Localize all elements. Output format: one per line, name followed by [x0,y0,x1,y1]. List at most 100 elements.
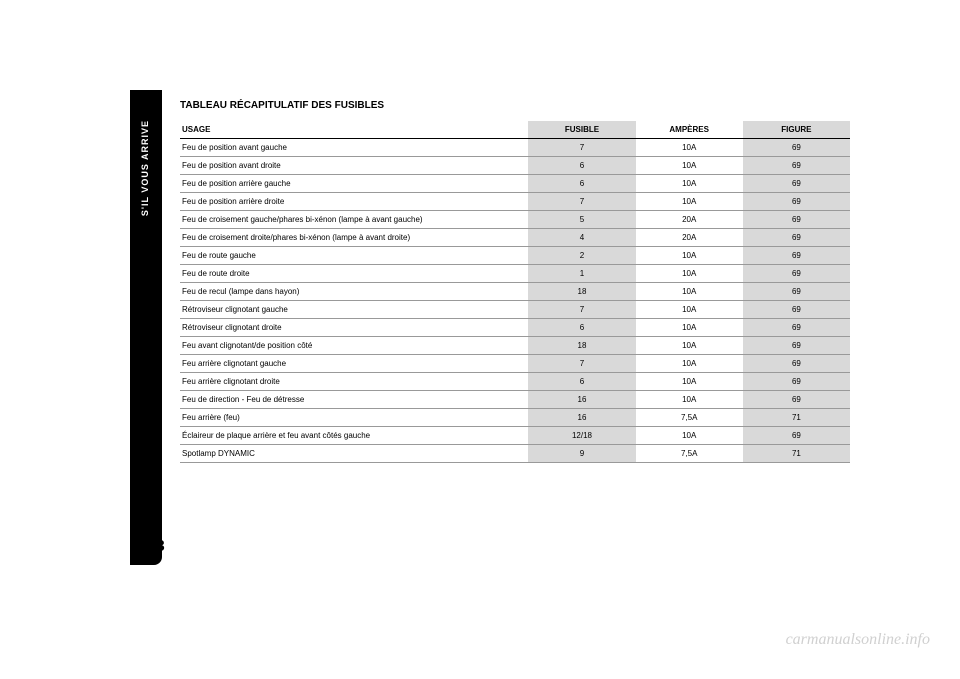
cell-usage: Rétroviseur clignotant droite [180,319,528,337]
cell-usage: Spotlamp DYNAMIC [180,445,528,463]
table-row: Feu de route gauche210A69 [180,247,850,265]
cell-figure: 69 [743,175,850,193]
cell-figure: 69 [743,265,850,283]
cell-amperes: 7,5A [636,409,743,427]
table-row: Feu arrière clignotant droite610A69 [180,373,850,391]
cell-amperes: 10A [636,193,743,211]
cell-fusible: 6 [528,175,635,193]
cell-figure: 71 [743,445,850,463]
cell-fusible: 7 [528,301,635,319]
table-row: Feu arrière (feu)167,5A71 [180,409,850,427]
cell-amperes: 10A [636,355,743,373]
cell-fusible: 1 [528,265,635,283]
table-header-row: USAGE FUSIBLE AMPÈRES FIGURE [180,121,850,139]
table-row: Feu de recul (lampe dans hayon)1810A69 [180,283,850,301]
table-row: Éclaireur de plaque arrière et feu avant… [180,427,850,445]
cell-figure: 69 [743,391,850,409]
cell-amperes: 20A [636,229,743,247]
cell-fusible: 6 [528,319,635,337]
cell-figure: 69 [743,283,850,301]
cell-usage: Feu de position avant gauche [180,139,528,157]
cell-figure: 69 [743,211,850,229]
table-row: Spotlamp DYNAMIC97,5A71 [180,445,850,463]
cell-fusible: 7 [528,139,635,157]
cell-usage: Feu de croisement droite/phares bi-xénon… [180,229,528,247]
cell-figure: 69 [743,319,850,337]
cell-fusible: 7 [528,193,635,211]
table-row: Feu de croisement gauche/phares bi-xénon… [180,211,850,229]
cell-usage: Rétroviseur clignotant gauche [180,301,528,319]
cell-amperes: 10A [636,283,743,301]
table-title: TABLEAU RÉCAPITULATIF DES FUSIBLES [180,100,850,111]
cell-fusible: 18 [528,337,635,355]
cell-usage: Feu de route gauche [180,247,528,265]
cell-amperes: 10A [636,139,743,157]
table-row: Feu arrière clignotant gauche710A69 [180,355,850,373]
cell-amperes: 10A [636,337,743,355]
header-amperes: AMPÈRES [636,121,743,139]
cell-usage: Feu avant clignotant/de position côté [180,337,528,355]
table-body: Feu de position avant gauche710A69Feu de… [180,139,850,463]
cell-usage: Éclaireur de plaque arrière et feu avant… [180,427,528,445]
cell-figure: 69 [743,301,850,319]
cell-usage: Feu de direction - Feu de détresse [180,391,528,409]
fuse-table: USAGE FUSIBLE AMPÈRES FIGURE Feu de posi… [180,121,850,463]
cell-fusible: 5 [528,211,635,229]
cell-amperes: 10A [636,175,743,193]
cell-figure: 69 [743,337,850,355]
table-row: Feu de position arrière gauche610A69 [180,175,850,193]
cell-figure: 71 [743,409,850,427]
sidebar-label: S'IL VOUS ARRIVE [140,120,150,216]
header-fusible: FUSIBLE [528,121,635,139]
cell-usage: Feu de croisement gauche/phares bi-xénon… [180,211,528,229]
cell-usage: Feu arrière (feu) [180,409,528,427]
cell-fusible: 6 [528,373,635,391]
cell-usage: Feu de position avant droite [180,157,528,175]
table-row: Feu de route droite110A69 [180,265,850,283]
content-area: TABLEAU RÉCAPITULATIF DES FUSIBLES USAGE… [180,100,850,463]
table-row: Feu avant clignotant/de position côté181… [180,337,850,355]
cell-amperes: 20A [636,211,743,229]
cell-figure: 69 [743,229,850,247]
sidebar-tab: S'IL VOUS ARRIVE [130,90,162,565]
cell-amperes: 10A [636,265,743,283]
cell-fusible: 12/18 [528,427,635,445]
cell-usage: Feu arrière clignotant gauche [180,355,528,373]
cell-amperes: 10A [636,373,743,391]
table-row: Rétroviseur clignotant gauche710A69 [180,301,850,319]
header-usage: USAGE [180,121,528,139]
table-row: Rétroviseur clignotant droite610A69 [180,319,850,337]
cell-amperes: 10A [636,427,743,445]
cell-amperes: 10A [636,157,743,175]
cell-fusible: 2 [528,247,635,265]
cell-amperes: 7,5A [636,445,743,463]
cell-figure: 69 [743,139,850,157]
cell-fusible: 16 [528,391,635,409]
cell-usage: Feu arrière clignotant droite [180,373,528,391]
cell-figure: 69 [743,247,850,265]
table-row: Feu de position avant gauche710A69 [180,139,850,157]
cell-fusible: 4 [528,229,635,247]
header-figure: FIGURE [743,121,850,139]
page-number: 238 [138,538,165,556]
cell-fusible: 16 [528,409,635,427]
table-row: Feu de position avant droite610A69 [180,157,850,175]
cell-usage: Feu de recul (lampe dans hayon) [180,283,528,301]
cell-fusible: 6 [528,157,635,175]
cell-amperes: 10A [636,319,743,337]
table-row: Feu de position arrière droite710A69 [180,193,850,211]
cell-figure: 69 [743,193,850,211]
cell-figure: 69 [743,427,850,445]
cell-fusible: 7 [528,355,635,373]
cell-usage: Feu de position arrière gauche [180,175,528,193]
table-row: Feu de croisement droite/phares bi-xénon… [180,229,850,247]
cell-figure: 69 [743,373,850,391]
cell-amperes: 10A [636,301,743,319]
cell-usage: Feu de position arrière droite [180,193,528,211]
cell-figure: 69 [743,355,850,373]
cell-usage: Feu de route droite [180,265,528,283]
cell-figure: 69 [743,157,850,175]
cell-fusible: 18 [528,283,635,301]
cell-amperes: 10A [636,247,743,265]
watermark: carmanualsonline.info [786,631,930,649]
